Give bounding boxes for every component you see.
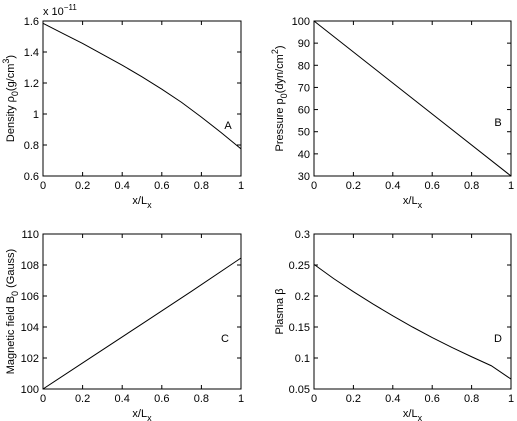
series-line [42, 22, 242, 150]
x-tick-label: 0.2 [346, 393, 361, 405]
x-tick-label: 0.8 [464, 180, 479, 192]
panel-plasma-beta: 0 0.2 0.4 0.6 0.8 1 0.05 0.1 0.15 0.2 0.25 0.3 x/Lx P… [274, 229, 514, 421]
y-tick-label: 90 [298, 38, 310, 50]
panel-pressure: 0 0.2 0.4 0.6 0.8 1 30 40 50 60 70 80 90 100 x/Lx Press… [270, 16, 514, 210]
series-line [42, 257, 242, 390]
y-axis-label: Plasma β [274, 288, 286, 334]
panel-density: 0 0.2 0.4 0.6 0.8 1 0.6 0.8 1 1.2 1.4 1.6 x/Lx Densit… [1, 3, 244, 210]
series-line [313, 263, 512, 380]
y-tick-label: 1.6 [24, 16, 39, 28]
x-tick-label: 1 [508, 180, 514, 192]
x-tick-label: 0.4 [385, 393, 400, 405]
y-tick-label: 102 [21, 353, 39, 365]
panel-label: D [494, 333, 502, 345]
x-axis-label: x/Lx [403, 408, 423, 421]
x-axis-label: x/Lx [403, 195, 423, 210]
x-axis-label: x/Lx [132, 195, 152, 210]
y-axis-exponent: x 10−11 [43, 3, 77, 18]
panel-magnetic-field: 0 0.2 0.4 0.6 0.8 1 100 102 104 106 108 110 x/Lx Magn… [5, 229, 244, 421]
y-tick-label: 80 [298, 60, 310, 72]
y-tick-label: 0.05 [289, 384, 310, 396]
y-tick-label: 110 [21, 229, 39, 241]
x-tick-label: 0 [40, 393, 46, 405]
y-tick-label: 0.8 [24, 140, 39, 152]
y-tick-label: 100 [21, 384, 39, 396]
y-tick-label: 106 [21, 291, 39, 303]
y-tick-label: 40 [298, 149, 310, 161]
y-tick-label: 50 [298, 127, 310, 139]
x-tick-label: 0.2 [75, 393, 90, 405]
x-tick-label: 0.4 [115, 393, 130, 405]
y-tick-label: 100 [292, 16, 310, 28]
y-tick-label: 1.2 [24, 78, 39, 90]
x-tick-label: 0.6 [425, 393, 440, 405]
x-tick-label: 0.4 [115, 180, 130, 192]
series-line [313, 20, 512, 177]
x-tick-label: 0.4 [385, 180, 400, 192]
axes-box [42, 20, 242, 177]
y-tick-label: 0.6 [24, 171, 39, 183]
x-tick-label: 1 [238, 180, 244, 192]
axes-box [42, 233, 242, 390]
y-tick-label: 0.15 [289, 322, 310, 334]
x-tick-label: 0.8 [194, 393, 209, 405]
x-tick-label: 0 [311, 180, 317, 192]
y-tick-label: 0.25 [289, 260, 310, 272]
y-tick-label: 0.3 [295, 229, 310, 241]
y-axis-label: Pressure p0(dyn/cm2) [270, 45, 289, 151]
x-tick-label: 0 [311, 393, 317, 405]
y-tick-label: 60 [298, 105, 310, 117]
x-axis-label: x/Lx [132, 408, 152, 421]
panel-label: B [494, 117, 501, 129]
panel-label: A [224, 120, 232, 132]
y-tick-label: 104 [21, 322, 39, 334]
y-axis-label: Magnetic field B0 (Gauss) [5, 249, 20, 374]
x-tick-label: 1 [508, 393, 514, 405]
y-tick-label: 108 [21, 260, 39, 272]
x-tick-label: 0.6 [154, 393, 169, 405]
y-axis-label: Density ρ0(g/cm3) [1, 55, 20, 142]
y-tick-label: 0.1 [295, 353, 310, 365]
y-tick-label: 70 [298, 82, 310, 94]
x-tick-label: 0.2 [75, 180, 90, 192]
x-tick-label: 1 [238, 393, 244, 405]
axes-box [313, 20, 512, 177]
y-tick-label: 1.4 [24, 47, 39, 59]
x-tick-label: 0.6 [425, 180, 440, 192]
x-tick-label: 0 [40, 180, 46, 192]
axes-box [313, 233, 512, 390]
y-tick-label: 30 [298, 171, 310, 183]
x-tick-label: 0.8 [194, 180, 209, 192]
panel-label: C [221, 333, 229, 345]
x-tick-label: 0.6 [154, 180, 169, 192]
y-tick-label: 0.2 [295, 291, 310, 303]
x-tick-label: 0.2 [346, 180, 361, 192]
x-tick-label: 0.8 [464, 393, 479, 405]
y-tick-label: 1 [33, 109, 39, 121]
